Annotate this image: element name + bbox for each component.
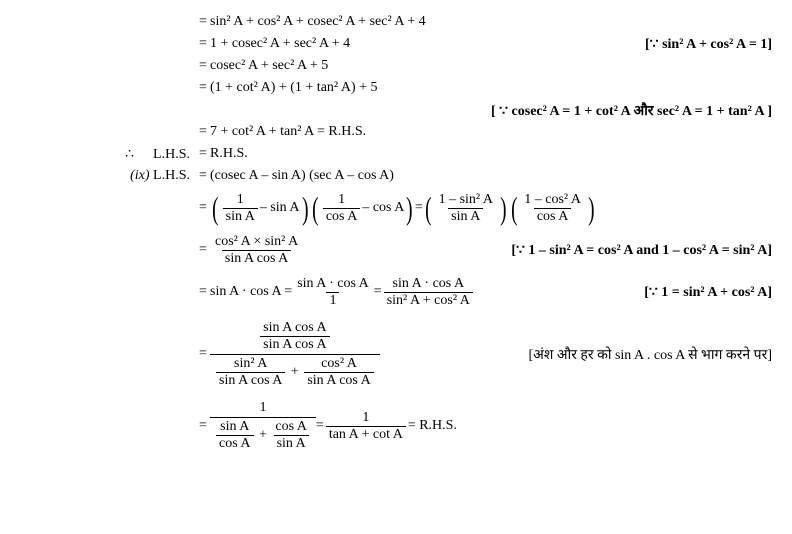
step-line: = 7 + cot² A + tan² A = R.H.S. (20, 122, 772, 142)
step-line: = cosec² A + sec² A + 5 (20, 56, 772, 76)
fraction: 1 – cos² A cos A (521, 192, 584, 225)
expr: (cosec A – sin A) (sec A – cos A) (210, 168, 394, 184)
paren-group: ( 1 sin A – sin A ) (210, 192, 310, 225)
expr: = R.H.S. (408, 418, 457, 434)
lhs-label: L.H.S. (153, 147, 190, 162)
step-line: = (1 + cot² A) + (1 + tan² A) + 5 (20, 78, 772, 98)
expr: (1 + cot² A) + (1 + tan² A) + 5 (210, 80, 378, 96)
step-line: = 1 + cosec² A + sec² A + 4 [∵ sin² A + … (20, 34, 772, 54)
paren-group: ( 1 cos A – cos A ) (310, 192, 415, 225)
step-line: = sin² A + cos² A + cosec² A + sec² A + … (20, 12, 772, 32)
rparen-icon: ) (500, 192, 506, 224)
therefore-symbol: ∴ (110, 146, 150, 163)
fraction: 1 tan A + cot A (326, 410, 406, 443)
fraction: sin A · cos A 1 (294, 276, 372, 309)
fraction: cos A sin A (272, 419, 310, 452)
fraction: cos² A sin A cos A (304, 356, 373, 389)
expr: 7 + cot² A + tan² A = R.H.S. (210, 124, 366, 140)
step-line: = 1 sin A cos A + cos A sin A = 1 tan A … (20, 396, 772, 456)
lhs-label: L.H.S. (153, 168, 190, 183)
fraction: sin A cos A sin A cos A (260, 320, 329, 353)
fraction: 1 sin A (223, 192, 258, 225)
complex-fraction: 1 sin A cos A + cos A sin A (210, 399, 316, 453)
expr: cosec² A + sec² A + 5 (210, 58, 328, 74)
problem-number: (ix) (110, 168, 150, 184)
conclusion-line: ∴ L.H.S. = R.H.S. (20, 144, 772, 164)
paren-group: ( 1 – sin² A sin A ) (423, 192, 509, 225)
fraction: 1 cos A (323, 192, 361, 225)
fraction: cos² A × sin² A sin A cos A (212, 234, 301, 267)
lparen-icon: ( (312, 192, 318, 224)
expr: 1 + cosec² A + sec² A + 4 (210, 36, 350, 52)
reason: [∵ sin² A + cos² A = 1] (635, 36, 772, 53)
problem-start-line: (ix) L.H.S. = (cosec A – sin A) (sec A –… (20, 166, 772, 186)
reason: [अंश और हर को sin A . cos A से भाग करने … (519, 345, 773, 364)
equals: = (196, 14, 210, 30)
step-line: = sin A · cos A = sin A · cos A 1 = sin … (20, 272, 772, 312)
rparen-icon: ) (302, 192, 308, 224)
rparen-icon: ) (588, 192, 594, 224)
step-line: = cos² A × sin² A sin A cos A [∵ 1 – sin… (20, 230, 772, 270)
step-line: = ( 1 sin A – sin A ) ( 1 cos A – cos A … (20, 188, 772, 228)
reason: [ ∵ cosec² A = 1 + cot² A और sec² A = 1 … (481, 101, 772, 120)
lparen-icon: ( (212, 192, 218, 224)
rhs: sin² A + cos² A + cosec² A + sec² A + 4 (210, 14, 772, 30)
rparen-icon: ) (406, 192, 412, 224)
rhs-label: R.H.S. (210, 146, 248, 162)
reason: [∵ 1 – sin² A = cos² A and 1 – cos² A = … (501, 242, 772, 259)
lparen-icon: ( (425, 192, 431, 224)
paren-group: ( 1 – cos² A cos A ) (509, 192, 597, 225)
expr: sin² A + cos² A + cosec² A + sec² A + 4 (210, 14, 426, 30)
step-line: = sin A cos A sin A cos A sin² A sin A c… (20, 314, 772, 394)
reason-line: [ ∵ cosec² A = 1 + cot² A और sec² A = 1 … (20, 100, 772, 120)
fraction: sin A cos A (216, 419, 254, 452)
complex-fraction: sin A cos A sin A cos A sin² A sin A cos… (210, 319, 380, 390)
fraction: sin² A sin A cos A (216, 356, 285, 389)
reason: [∵ 1 = sin² A + cos² A] (634, 284, 772, 301)
lparen-icon: ( (511, 192, 517, 224)
expr: sin A · cos A = (210, 284, 292, 300)
fraction: 1 – sin² A sin A (436, 192, 496, 225)
fraction: sin A · cos A sin² A + cos² A (384, 276, 473, 309)
